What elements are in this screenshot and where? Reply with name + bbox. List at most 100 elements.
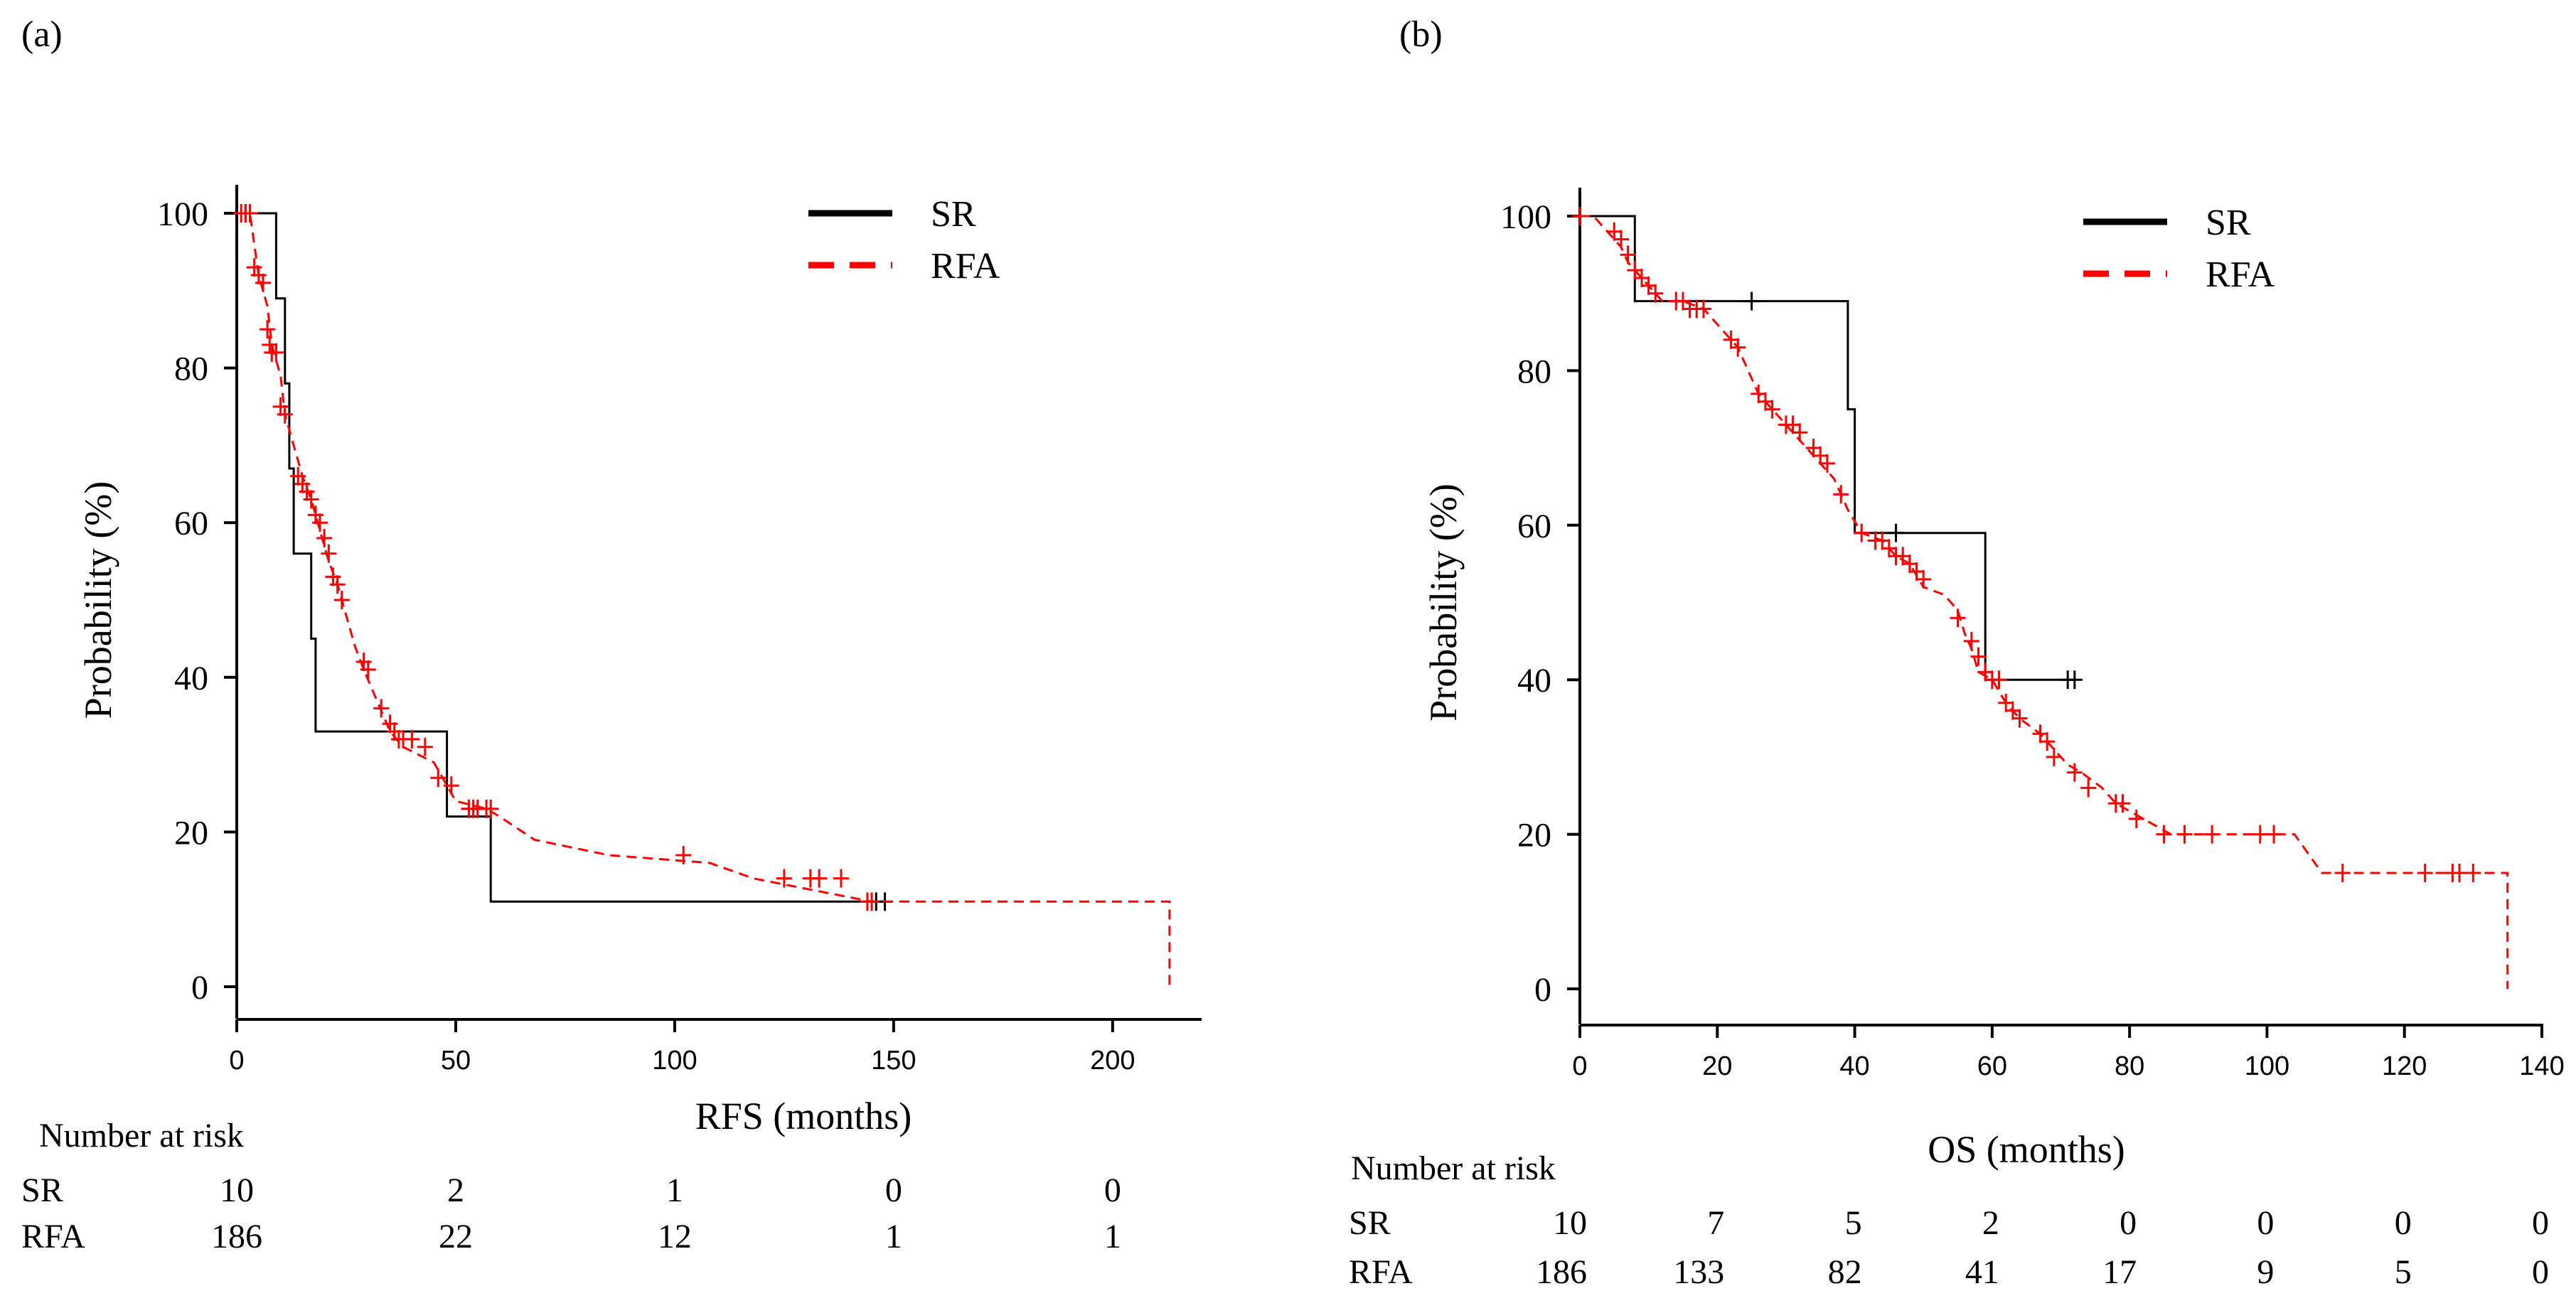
risk-value: 1	[1104, 1218, 1121, 1255]
y-tick-label: 0	[1534, 971, 1551, 1009]
y-tick-label: 80	[174, 350, 208, 388]
censor-mark-rfa	[2128, 809, 2144, 828]
risk-value: 5	[2395, 1253, 2412, 1291]
censor-mark-sr	[1743, 291, 1760, 311]
censor-mark-rfa	[1792, 423, 1808, 442]
censor-mark-rfa	[1627, 261, 1643, 280]
y-tick-label: 20	[1517, 817, 1551, 854]
risk-value: 0	[1104, 1172, 1121, 1209]
censor-mark-rfa	[864, 892, 880, 911]
risk-value: 82	[1828, 1253, 1862, 1291]
x-tick-label: 140	[2519, 1051, 2564, 1081]
censor-mark-rfa	[675, 846, 692, 865]
risk-value: 2	[447, 1172, 464, 1209]
censor-mark-rfa	[1805, 439, 1822, 458]
censor-mark-rfa	[2156, 825, 2172, 844]
risk-value: 0	[885, 1172, 902, 1209]
censor-mark-rfa	[811, 869, 828, 888]
y-tick-label: 60	[174, 505, 208, 542]
censor-mark-rfa	[2004, 701, 2021, 720]
risk-value: 186	[1536, 1253, 1587, 1291]
censor-mark-rfa	[1647, 284, 1664, 303]
censor-mark-rfa	[1730, 338, 1746, 357]
risk-value: 22	[439, 1218, 473, 1255]
x-tick-label: 100	[652, 1046, 697, 1076]
censor-mark-rfa	[360, 660, 376, 679]
censor-mark-rfa	[1908, 562, 1925, 582]
censor-mark-rfa	[2046, 747, 2062, 766]
risk-table-title: Number at risk	[39, 1117, 244, 1154]
x-tick-label: 60	[1977, 1051, 2007, 1081]
risk-row-label: RFA	[21, 1218, 85, 1255]
censor-mark-rfa	[316, 528, 333, 547]
x-tick-label: 200	[1090, 1046, 1135, 1076]
censor-mark-rfa	[321, 544, 337, 563]
series-line-sr	[237, 212, 885, 903]
risk-value: 17	[2102, 1253, 2137, 1291]
censor-mark-rfa	[1606, 222, 1623, 241]
censor-mark-rfa	[1812, 446, 1829, 465]
censor-mark-rfa	[1620, 245, 1636, 264]
censor-mark-rfa	[2334, 863, 2351, 882]
y-tick-label: 60	[1517, 508, 1551, 545]
censor-mark-rfa	[2417, 863, 2433, 882]
censor-mark-rfa	[1950, 609, 1966, 628]
y-tick-label: 40	[174, 660, 208, 697]
censor-mark-rfa	[1674, 291, 1691, 311]
censor-mark-rfa	[776, 869, 792, 888]
risk-value: 41	[1965, 1253, 1999, 1291]
censor-mark-rfa	[260, 320, 276, 339]
series-line-sr	[1580, 215, 2075, 681]
censor-mark-rfa	[2080, 778, 2097, 798]
censor-mark-rfa	[1785, 415, 1801, 434]
censor-mark-rfa	[1723, 330, 1739, 349]
censor-mark-rfa	[1895, 547, 1911, 566]
x-tick-label: 150	[871, 1046, 916, 1076]
risk-row-label: SR	[21, 1172, 63, 1209]
censor-mark-rfa	[262, 335, 278, 354]
risk-value: 0	[2532, 1253, 2549, 1291]
censor-mark-rfa	[2176, 825, 2193, 844]
x-tick-label: 50	[441, 1046, 471, 1076]
series-line-rfa	[237, 212, 1171, 987]
risk-value: 1	[885, 1218, 902, 1255]
censor-mark-rfa	[404, 729, 420, 749]
risk-value: 1	[666, 1172, 683, 1209]
y-tick-label: 0	[191, 969, 208, 1007]
censor-mark-rfa	[1901, 554, 1918, 574]
x-tick-label: 20	[1702, 1051, 1732, 1081]
censor-mark-rfa	[1613, 230, 1629, 249]
censor-mark-rfa	[329, 575, 346, 594]
y-tick-label: 100	[1500, 198, 1551, 236]
legend-label: SR	[931, 194, 976, 235]
risk-value: 2	[1982, 1204, 1999, 1242]
censor-mark-rfa	[2465, 863, 2481, 882]
censor-mark-rfa	[2266, 825, 2282, 844]
censor-mark-rfa	[483, 799, 499, 818]
risk-value: 5	[1845, 1204, 1862, 1242]
panel-label: (a)	[21, 14, 63, 55]
censor-mark-rfa	[2032, 724, 2048, 744]
censor-mark-rfa	[443, 776, 459, 795]
risk-value: 133	[1673, 1253, 1724, 1291]
y-tick-label: 20	[174, 814, 208, 852]
censor-mark-rfa	[303, 490, 319, 509]
legend-label: RFA	[2206, 254, 2275, 295]
censor-mark-rfa	[1874, 531, 1891, 550]
censor-mark-rfa	[1572, 207, 1588, 225]
legend-label: SR	[2206, 203, 2251, 243]
y-tick-label: 40	[1517, 662, 1551, 700]
censor-mark-rfa	[1640, 276, 1657, 295]
censor-mark-rfa	[1695, 299, 1711, 318]
panel-label: (b)	[1399, 14, 1443, 55]
risk-value: 186	[211, 1218, 262, 1255]
x-tick-label: 40	[1839, 1051, 1869, 1081]
y-axis-label: Probability (%)	[77, 481, 119, 719]
censor-mark-rfa	[1970, 647, 1987, 666]
y-axis-label: Probability (%)	[1422, 483, 1465, 721]
censor-mark-rfa	[2011, 709, 2028, 728]
censor-mark-rfa	[1881, 539, 1897, 558]
